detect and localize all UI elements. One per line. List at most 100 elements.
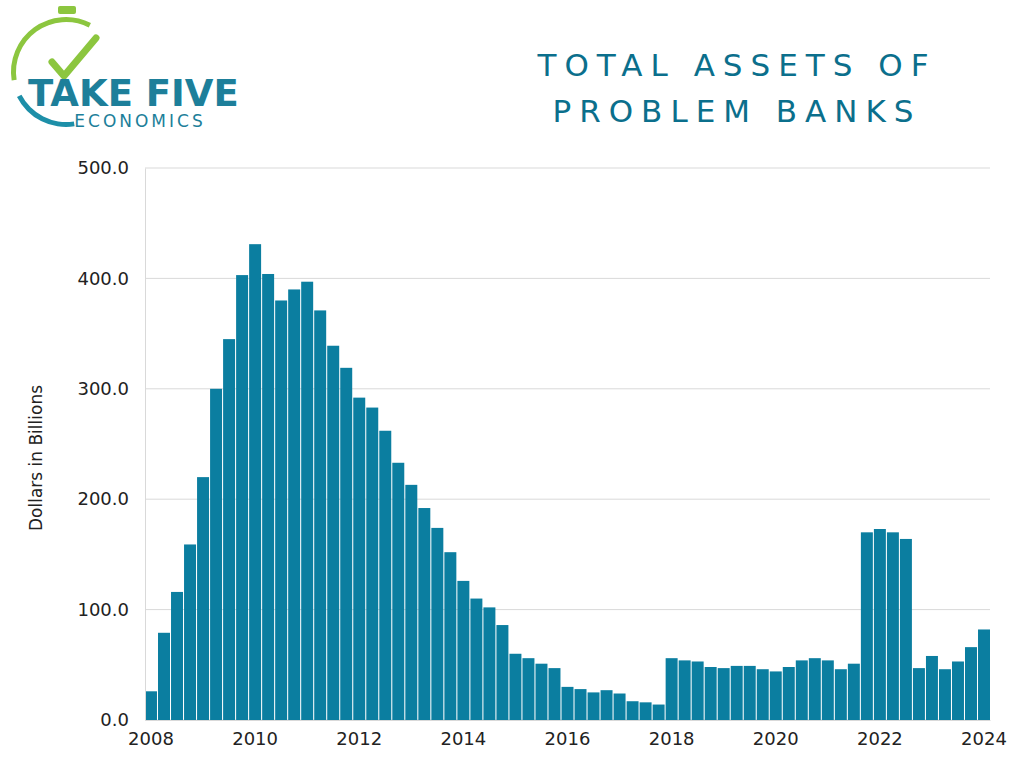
bar bbox=[887, 532, 899, 720]
bar bbox=[301, 282, 313, 720]
bar bbox=[171, 592, 183, 720]
bar bbox=[666, 658, 678, 720]
bar bbox=[783, 667, 795, 720]
y-tick-label: 200.0 bbox=[77, 488, 129, 509]
logo: TAKE FIVEECONOMICS bbox=[11, 6, 239, 131]
bar bbox=[392, 463, 404, 720]
bar bbox=[770, 671, 782, 720]
x-tick-label: 2008 bbox=[128, 728, 174, 749]
y-tick: 100.0 bbox=[77, 599, 145, 620]
bar bbox=[640, 702, 652, 720]
grid-line bbox=[145, 168, 990, 169]
x-tick-label: 2014 bbox=[440, 728, 486, 749]
y-axis: 0.0 100.0 200.0 300.0 400.0 500.0 bbox=[77, 157, 145, 730]
x-tick-label: 2024 bbox=[961, 728, 1007, 749]
bar bbox=[535, 664, 547, 720]
logo-crown bbox=[58, 6, 76, 14]
bar bbox=[588, 692, 600, 720]
bars bbox=[145, 244, 990, 720]
bar bbox=[444, 552, 456, 720]
x-tick-label: 2018 bbox=[649, 728, 695, 749]
bar bbox=[327, 346, 339, 720]
bar bbox=[731, 666, 743, 720]
x-tick-label: 2010 bbox=[232, 728, 278, 749]
bar bbox=[548, 668, 560, 720]
x-axis-line bbox=[146, 720, 991, 721]
bar bbox=[340, 368, 352, 720]
y-tick: 400.0 bbox=[77, 268, 145, 289]
bar bbox=[249, 244, 261, 720]
bar bbox=[679, 660, 691, 720]
bar bbox=[496, 625, 508, 720]
bar bbox=[627, 701, 639, 720]
y-tick-label: 100.0 bbox=[77, 599, 129, 620]
bar bbox=[913, 668, 925, 720]
bar bbox=[483, 607, 495, 720]
bar bbox=[210, 389, 222, 720]
bar bbox=[262, 274, 274, 720]
bar bbox=[275, 300, 287, 720]
bar bbox=[822, 660, 834, 720]
bar bbox=[757, 669, 769, 720]
bar bbox=[431, 528, 443, 720]
bar bbox=[379, 431, 391, 720]
y-tick: 500.0 bbox=[77, 157, 145, 178]
bar bbox=[184, 544, 196, 720]
x-axis: 2008 2010 2012 2014 2016 2018 2020 2022 2024 bbox=[128, 720, 1007, 749]
x-tick: 2014 bbox=[440, 720, 486, 749]
bar bbox=[575, 689, 587, 720]
y-tick-label: 300.0 bbox=[77, 378, 129, 399]
bar bbox=[900, 539, 912, 720]
bar bbox=[288, 289, 300, 720]
x-tick-label: 2012 bbox=[336, 728, 382, 749]
y-tick-label: 0.0 bbox=[100, 709, 129, 730]
x-tick-label: 2020 bbox=[753, 728, 799, 749]
bar bbox=[796, 660, 808, 720]
title: TOTAL ASSETS OF PROBLEM BANKS bbox=[536, 47, 936, 129]
bar bbox=[353, 398, 365, 720]
bar bbox=[926, 656, 938, 720]
title-line: PROBLEM BANKS bbox=[552, 93, 921, 129]
logo-text: ECONOMICS bbox=[74, 111, 205, 131]
bar bbox=[653, 705, 665, 720]
grid bbox=[145, 168, 990, 720]
y-tick: 300.0 bbox=[77, 378, 145, 399]
bar bbox=[522, 658, 534, 720]
bar bbox=[874, 529, 886, 720]
bar bbox=[314, 310, 326, 720]
bar bbox=[692, 661, 704, 720]
bar bbox=[236, 275, 248, 720]
title-line: TOTAL ASSETS OF bbox=[536, 47, 936, 83]
bar bbox=[848, 664, 860, 720]
y-tick: 200.0 bbox=[77, 488, 145, 509]
y-tick-label: 400.0 bbox=[77, 268, 129, 289]
bar bbox=[835, 669, 847, 720]
bar bbox=[809, 658, 821, 720]
bar bbox=[145, 691, 157, 720]
background bbox=[0, 0, 1024, 768]
bar bbox=[939, 669, 951, 720]
bar bbox=[705, 667, 717, 720]
x-tick: 2020 bbox=[753, 720, 799, 749]
bar bbox=[418, 508, 430, 720]
bar bbox=[952, 661, 964, 720]
bar bbox=[718, 668, 730, 720]
bar bbox=[614, 694, 626, 720]
x-tick: 2016 bbox=[545, 720, 591, 749]
bar bbox=[223, 339, 235, 720]
x-tick: 2024 bbox=[961, 720, 1007, 749]
bar bbox=[562, 687, 574, 720]
x-tick: 2022 bbox=[857, 720, 903, 749]
bar bbox=[470, 599, 482, 720]
y-tick-label: 500.0 bbox=[77, 157, 129, 178]
bar bbox=[965, 647, 977, 720]
bar bbox=[744, 666, 756, 720]
x-tick: 2010 bbox=[232, 720, 278, 749]
bar bbox=[197, 477, 209, 720]
logo-text: TAKE FIVE bbox=[28, 72, 239, 115]
x-tick: 2018 bbox=[649, 720, 695, 749]
bar bbox=[405, 485, 417, 720]
bar bbox=[158, 633, 170, 720]
x-tick-label: 2022 bbox=[857, 728, 903, 749]
x-tick-label: 2016 bbox=[545, 728, 591, 749]
